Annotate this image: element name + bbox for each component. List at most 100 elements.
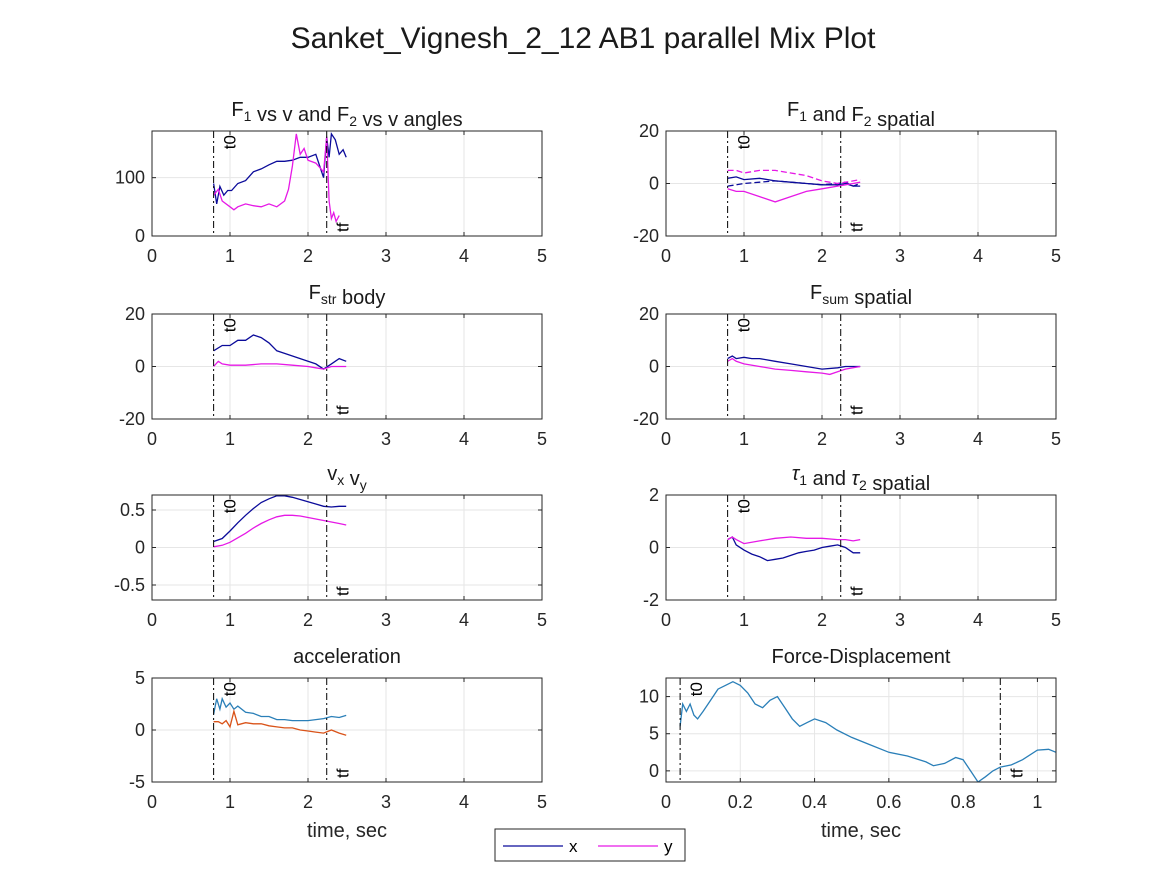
y-tick-label: 5 [135,668,145,688]
y-tick-label: -20 [119,409,145,429]
event-label-t0: t0 [735,499,754,513]
x-tick-label: 4 [459,246,469,266]
legend-label-x: x [569,837,578,856]
series-line-1 [727,536,861,562]
event-label-t0: t0 [735,135,754,149]
subplot-1: t0 tf 0 1 2 3 4 5 0 100 F1 vs v and F2 vs v angles [115,99,547,266]
x-tick-label: 4 [973,246,983,266]
event-label-t0: t0 [735,318,754,332]
event-label-t0: t0 [221,682,240,696]
y-tick-label: 0 [649,761,659,781]
event-label-tf: tf [334,586,353,596]
series-line-1 [727,355,861,370]
x-tick-label: 0 [147,429,157,449]
series-line-2 [213,133,340,224]
y-tick-label: -0.5 [114,575,145,595]
x-tick-label: 1 [225,246,235,266]
series-line-2 [727,536,861,545]
x-axis-label: time, sec [821,820,901,842]
x-tick-label: 5 [537,792,547,812]
legend-box [494,828,686,862]
x-tick-label: 4 [459,610,469,630]
y-tick-label: 0 [649,174,659,194]
y-tick-label: 5 [649,724,659,744]
x-tick-label: 5 [1051,610,1061,630]
x-tick-label: 4 [459,429,469,449]
x-tick-label: 1 [739,429,749,449]
subplot-title: Fsum spatial [810,282,912,309]
y-tick-label: 20 [639,121,659,141]
x-tick-label: 3 [381,429,391,449]
series-line-1 [213,495,347,543]
series-line-4 [727,169,861,185]
x-tick-label: 3 [381,792,391,812]
x-tick-label: 3 [895,429,905,449]
y-tick-label: 0 [135,226,145,246]
series-line-1 [679,680,1056,782]
x-tick-label: 0 [147,610,157,630]
x-axis-label: time, sec [307,820,387,842]
x-tick-label: 1 [225,610,235,630]
x-tick-label: 3 [895,610,905,630]
x-tick-label: 0 [661,610,671,630]
event-label-tf: tf [848,222,867,232]
y-tick-label: 2 [649,485,659,505]
series-line-2 [727,180,861,187]
y-tick-label: 0 [135,538,145,558]
event-label-tf: tf [334,768,353,778]
event-label-t0: t0 [221,135,240,149]
series-line-2 [213,514,347,548]
y-tick-label: 0 [135,720,145,740]
axes-box [151,130,543,237]
x-tick-label: 4 [459,792,469,812]
event-label-t0: t0 [687,682,706,696]
event-label-tf: tf [848,405,867,415]
legend-label-y: y [664,837,673,856]
y-tick-label: 0 [649,357,659,377]
series-line-2 [213,708,347,736]
event-label-tf: tf [334,405,353,415]
series-line-2 [727,357,861,376]
x-tick-label: 0 [147,246,157,266]
x-tick-label: 0.6 [876,792,901,812]
subplot-title: Fstr body [309,282,386,309]
x-tick-label: 0 [661,429,671,449]
x-tick-label: 4 [973,429,983,449]
x-tick-label: 1 [225,429,235,449]
x-tick-label: 0.8 [951,792,976,812]
y-tick-label: 10 [639,687,659,707]
series-line-1 [212,696,347,722]
series-line-2 [213,360,347,370]
event-label-tf: tf [334,222,353,232]
y-tick-label: 0 [649,538,659,558]
plot-area [152,131,542,236]
x-tick-label: 2 [303,792,313,812]
plot-area [666,678,1056,782]
y-tick-label: -5 [129,772,145,792]
axes-box [665,677,1057,783]
x-tick-label: 5 [1051,429,1061,449]
y-tick-label: 0 [135,357,145,377]
subplot-title: τ1 and τ2 spatial [792,463,930,495]
x-tick-label: 0 [661,246,671,266]
x-tick-label: 2 [817,429,827,449]
x-tick-label: 0.4 [802,792,827,812]
x-tick-label: 0.2 [728,792,753,812]
x-tick-label: 0 [147,792,157,812]
x-tick-label: 5 [537,610,547,630]
subplot-title: F1 and F2 spatial [787,99,935,131]
y-tick-label: -2 [643,590,659,610]
y-tick-label: 0.5 [120,500,145,520]
x-tick-label: 3 [381,610,391,630]
x-tick-label: 1 [225,792,235,812]
x-tick-label: 0 [661,792,671,812]
